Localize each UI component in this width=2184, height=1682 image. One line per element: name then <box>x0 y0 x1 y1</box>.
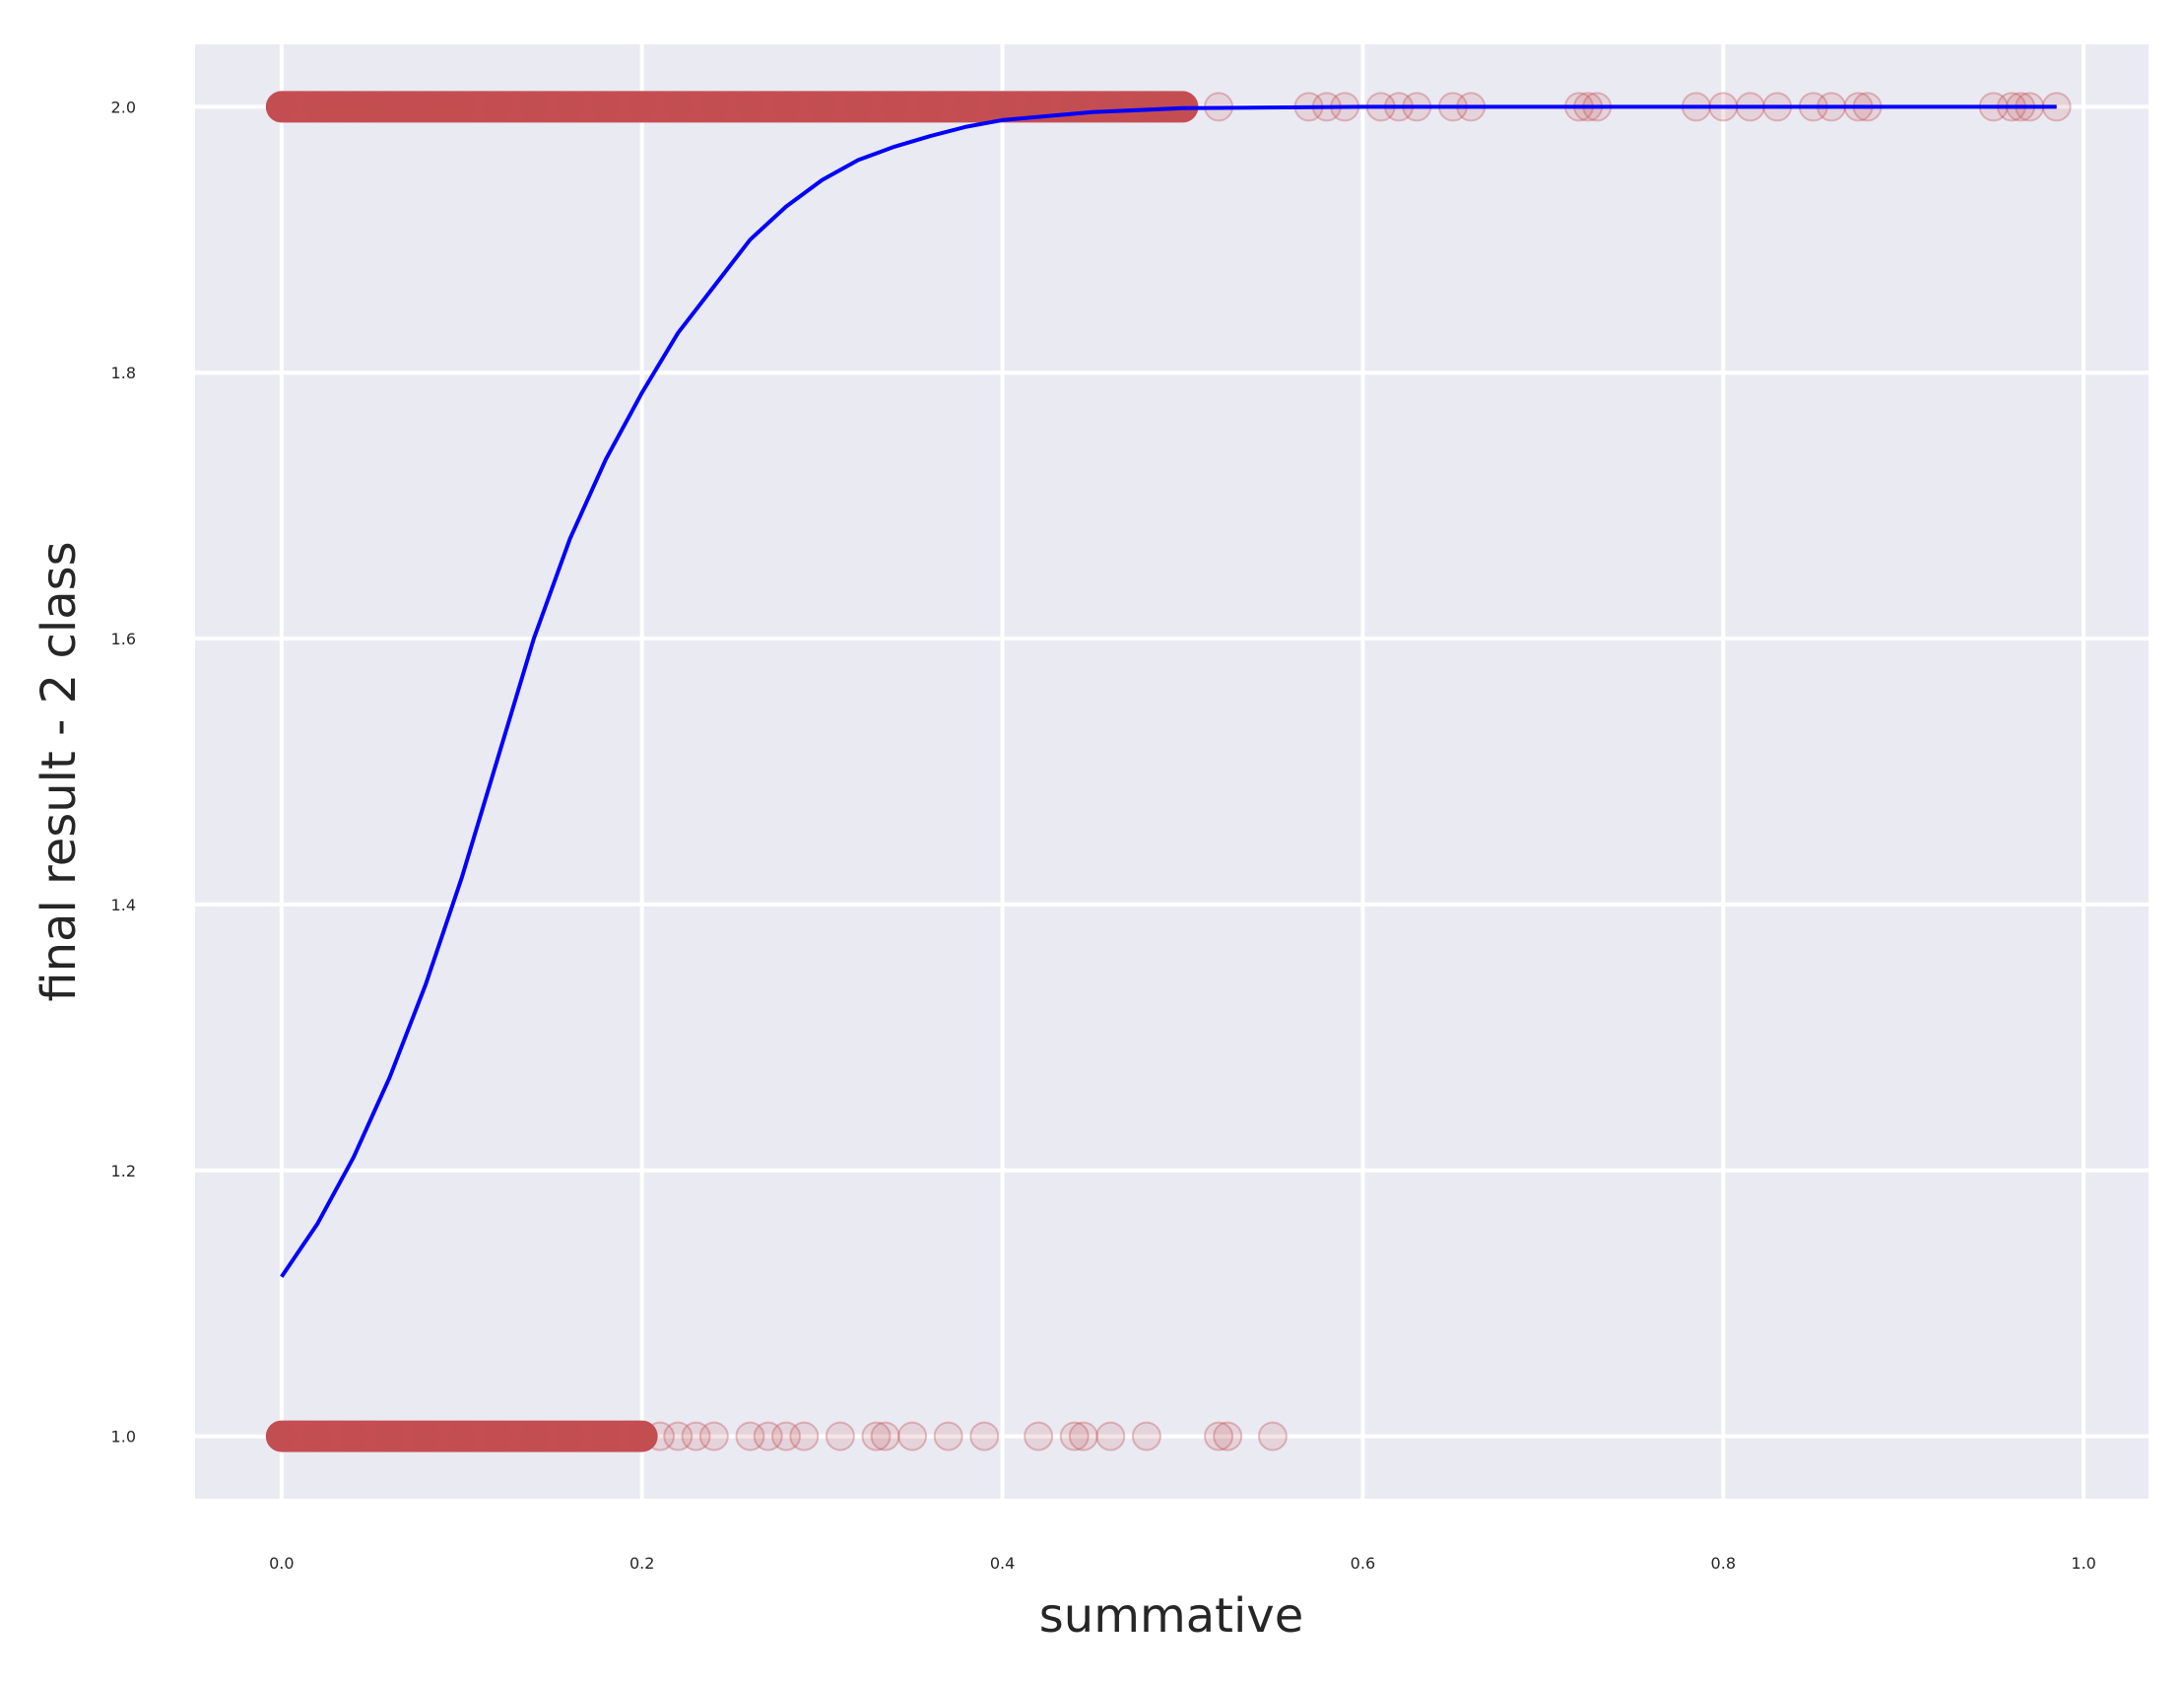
y-tick-label: 1.2 <box>111 1162 136 1180</box>
scatter-point <box>446 92 477 122</box>
scatter-point <box>357 92 387 122</box>
scatter-point <box>627 1421 657 1451</box>
scatter-point <box>789 1421 820 1451</box>
tick-labels: 0.0 0.2 0.4 0.6 0.8 1.0 1.0 1.2 1.4 1.6 1.8 2.0 <box>111 98 2096 1573</box>
plot-area <box>195 44 2149 1499</box>
scatter-point <box>555 1421 585 1451</box>
x-tick-label: 0.8 <box>1711 1554 1736 1573</box>
scatter-point <box>266 1421 297 1451</box>
scatter-point <box>1068 1421 1098 1451</box>
scatter-point <box>861 1421 892 1451</box>
scatter-point <box>374 92 405 122</box>
scatter-point <box>644 1421 675 1451</box>
scatter-point <box>338 1421 368 1451</box>
scatter-point <box>483 1421 513 1451</box>
scatter-point <box>1131 1421 1161 1451</box>
x-axis-label: summative <box>1039 1588 1303 1644</box>
fit-curve-line <box>280 104 2057 1278</box>
scatter-point <box>1095 92 1126 122</box>
x-tick-label: 0.0 <box>269 1554 294 1573</box>
scatter-point <box>627 92 657 122</box>
scatter-point <box>518 1421 549 1451</box>
scatter-point <box>446 1421 477 1451</box>
scatter-point <box>266 92 297 122</box>
scatter-point <box>825 1421 855 1451</box>
scatter-point <box>483 92 513 122</box>
scatter-point <box>1024 1421 1054 1451</box>
scatter-point <box>843 92 874 122</box>
x-tick-label: 0.6 <box>1351 1554 1375 1573</box>
x-tick-label: 1.0 <box>2071 1554 2095 1573</box>
scatter-point <box>698 1421 729 1451</box>
scatter-point <box>771 92 802 122</box>
scatter-point <box>591 1421 622 1451</box>
scatter-point <box>374 1421 405 1451</box>
y-tick-label: 1.8 <box>111 364 136 382</box>
scatter-point <box>429 92 459 122</box>
scatter-point <box>735 92 765 122</box>
scatter-point <box>1257 1421 1288 1451</box>
scatter-point <box>969 1421 1000 1451</box>
fit-curve <box>280 104 2057 1278</box>
scatter-point <box>681 1421 711 1451</box>
scatter-point <box>555 92 585 122</box>
scatter-point <box>392 92 423 122</box>
scatter-point <box>1059 1421 1090 1451</box>
x-tick-label: 0.4 <box>990 1554 1015 1573</box>
scatter-point <box>302 1421 333 1451</box>
scatter-point <box>320 92 351 122</box>
x-tick-label: 0.2 <box>629 1554 654 1573</box>
scatter-point <box>915 92 946 122</box>
scatter-point <box>735 1421 765 1451</box>
scatter-point <box>1024 92 1054 122</box>
scatter-point <box>663 1421 694 1451</box>
y-tick-label: 1.0 <box>111 1428 136 1447</box>
y-tick-label: 1.4 <box>111 896 136 914</box>
y-axis-label: final result - 2 class <box>32 541 87 1001</box>
scatter-point <box>1131 92 1161 122</box>
scatter-point <box>879 92 909 122</box>
y-tick-label: 1.6 <box>111 630 136 648</box>
scatter-point <box>771 1421 802 1451</box>
scatter-point <box>870 1421 900 1451</box>
scatter-point <box>1213 1421 1243 1451</box>
scatter-point <box>951 92 981 122</box>
y-tick-label: 2.0 <box>111 98 136 116</box>
scatter-point <box>897 1421 928 1451</box>
scatter-point <box>338 92 368 122</box>
scatter-point <box>411 1421 441 1451</box>
scatter-point <box>698 92 729 122</box>
scatter-point <box>591 92 622 122</box>
scatter-point <box>663 92 694 122</box>
scatter-point <box>302 92 333 122</box>
scatter-point <box>411 92 441 122</box>
scatter-point <box>1095 1421 1126 1451</box>
scatter-point <box>933 1421 963 1451</box>
scatter-point <box>1204 1421 1234 1451</box>
scatter-point <box>753 1421 783 1451</box>
scatter-point <box>987 92 1018 122</box>
scatter-point <box>807 92 837 122</box>
scatter-point <box>518 92 549 122</box>
